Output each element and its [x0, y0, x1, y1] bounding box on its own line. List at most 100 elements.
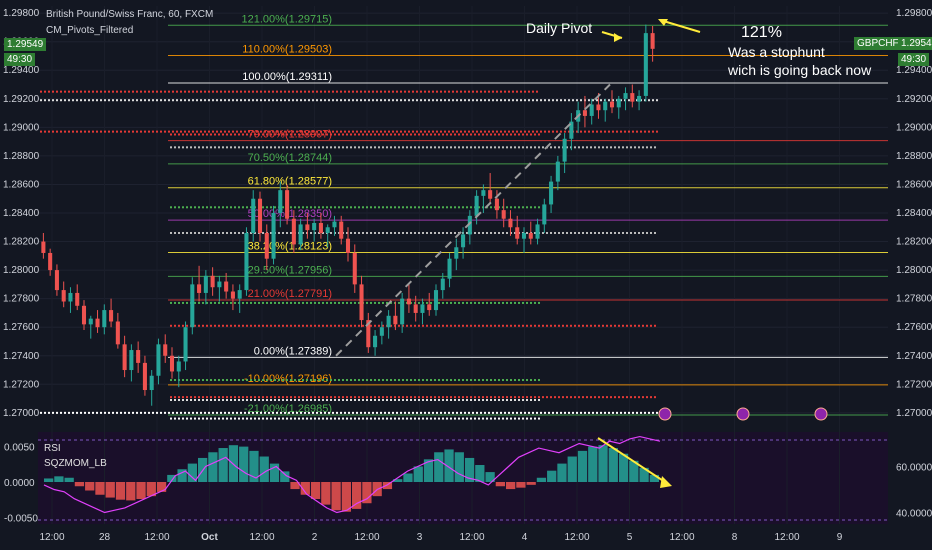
pivot-dot	[270, 206, 272, 209]
pivot-dot	[422, 231, 424, 234]
pivot-dot	[474, 231, 476, 234]
candle-body	[197, 284, 202, 293]
pivot-dot	[292, 130, 294, 133]
pivot-dot	[350, 146, 352, 149]
pivot-dot	[600, 99, 602, 102]
pivot-dot	[174, 396, 176, 399]
pivot-dot	[328, 99, 330, 102]
pivot-dot	[282, 133, 284, 136]
pivot-dot	[594, 324, 596, 327]
pivot-dot	[354, 133, 356, 136]
candle-65	[481, 184, 486, 213]
pivot-dot	[430, 301, 432, 304]
pivot-dot	[470, 146, 472, 149]
pivot-dot	[362, 417, 364, 420]
pivot-dot	[450, 206, 452, 209]
candle-42	[325, 224, 330, 248]
pivot-dot	[424, 99, 426, 102]
pivot-dot	[40, 411, 42, 414]
candle-17	[156, 338, 161, 385]
pivot-dot	[414, 133, 416, 136]
pivot-dot	[398, 379, 400, 382]
pivot-dot	[474, 379, 476, 382]
pivot-dot	[534, 396, 536, 399]
pivot-dot	[148, 130, 150, 133]
pivot-dot	[302, 324, 304, 327]
candle-body	[616, 98, 621, 108]
pivot-dot	[510, 399, 512, 402]
pivot-dot	[144, 130, 146, 133]
pivot-dot	[526, 396, 528, 399]
pivot-dot	[568, 130, 570, 133]
pivot-dot	[426, 146, 428, 149]
pivot-dot	[282, 231, 284, 234]
pivot-dot	[520, 90, 522, 93]
pivot-dot	[234, 133, 236, 136]
pivot-dot	[302, 417, 304, 420]
pivot-dot	[186, 301, 188, 304]
pivot-dot	[450, 301, 452, 304]
pivot-dot	[338, 399, 340, 402]
pivot-dot	[442, 206, 444, 209]
pivot-dot	[630, 324, 632, 327]
pivot-dot	[330, 379, 332, 382]
pivot-dot	[236, 130, 238, 133]
pivot-dot	[290, 417, 292, 420]
pivot-dot	[214, 399, 216, 402]
pivot-dot	[378, 231, 380, 234]
pivot-dot	[294, 206, 296, 209]
pivot-dot	[180, 90, 182, 93]
pivot-dot	[648, 99, 650, 102]
pivot-dot	[552, 411, 554, 414]
pivot-dot	[248, 411, 250, 414]
pivot-dot	[212, 411, 214, 414]
pivot-dot	[354, 231, 356, 234]
pivot-dot	[482, 146, 484, 149]
pivot-dot	[52, 90, 54, 93]
pivot-dot	[210, 133, 212, 136]
pivot-dot	[442, 396, 444, 399]
pivot-dot	[528, 99, 530, 102]
pivot-dot	[410, 301, 412, 304]
squeeze-bar-34	[393, 479, 403, 482]
pivot-dot	[454, 133, 456, 136]
pivot-dot	[266, 379, 268, 382]
pivot-dot	[358, 417, 360, 420]
pivot-dot	[214, 231, 216, 234]
pivot-dot	[554, 231, 556, 234]
fib-label-8: 29.50%(1.27956)	[248, 264, 332, 276]
pivot-dot	[478, 133, 480, 136]
pivot-dot	[216, 99, 218, 102]
x-tick-0: 12:00	[39, 532, 64, 543]
x-tick-1: 28	[99, 532, 111, 543]
rsi-label: RSI	[44, 443, 61, 454]
candle-body	[224, 281, 229, 292]
candle-52	[393, 301, 398, 331]
pivot-dot	[478, 417, 480, 420]
pivot-dot	[472, 411, 474, 414]
pivot-dot	[250, 301, 252, 304]
candle-68	[501, 198, 506, 228]
pivot-dot	[108, 411, 110, 414]
candle-59	[440, 272, 445, 299]
candle-71	[521, 227, 527, 253]
pivot-dot	[322, 324, 324, 327]
pivot-dot	[460, 99, 462, 102]
pivot-dot	[174, 301, 176, 304]
pivot-dot	[504, 99, 506, 102]
pivot-dot	[292, 411, 294, 414]
candle-body	[650, 33, 655, 49]
pivot-dot	[524, 90, 526, 93]
candle-63	[467, 210, 472, 245]
pivot-dot	[290, 231, 292, 234]
pivot-dot	[616, 130, 618, 133]
pivot-dot	[646, 396, 648, 399]
pivot-dot	[226, 301, 228, 304]
pivot-dot	[538, 324, 540, 327]
candle-47	[359, 275, 364, 328]
pivot-dot	[350, 206, 352, 209]
pivot-dot	[72, 90, 74, 93]
pivot-dot	[496, 90, 498, 93]
squeeze-bar-3	[74, 482, 85, 487]
